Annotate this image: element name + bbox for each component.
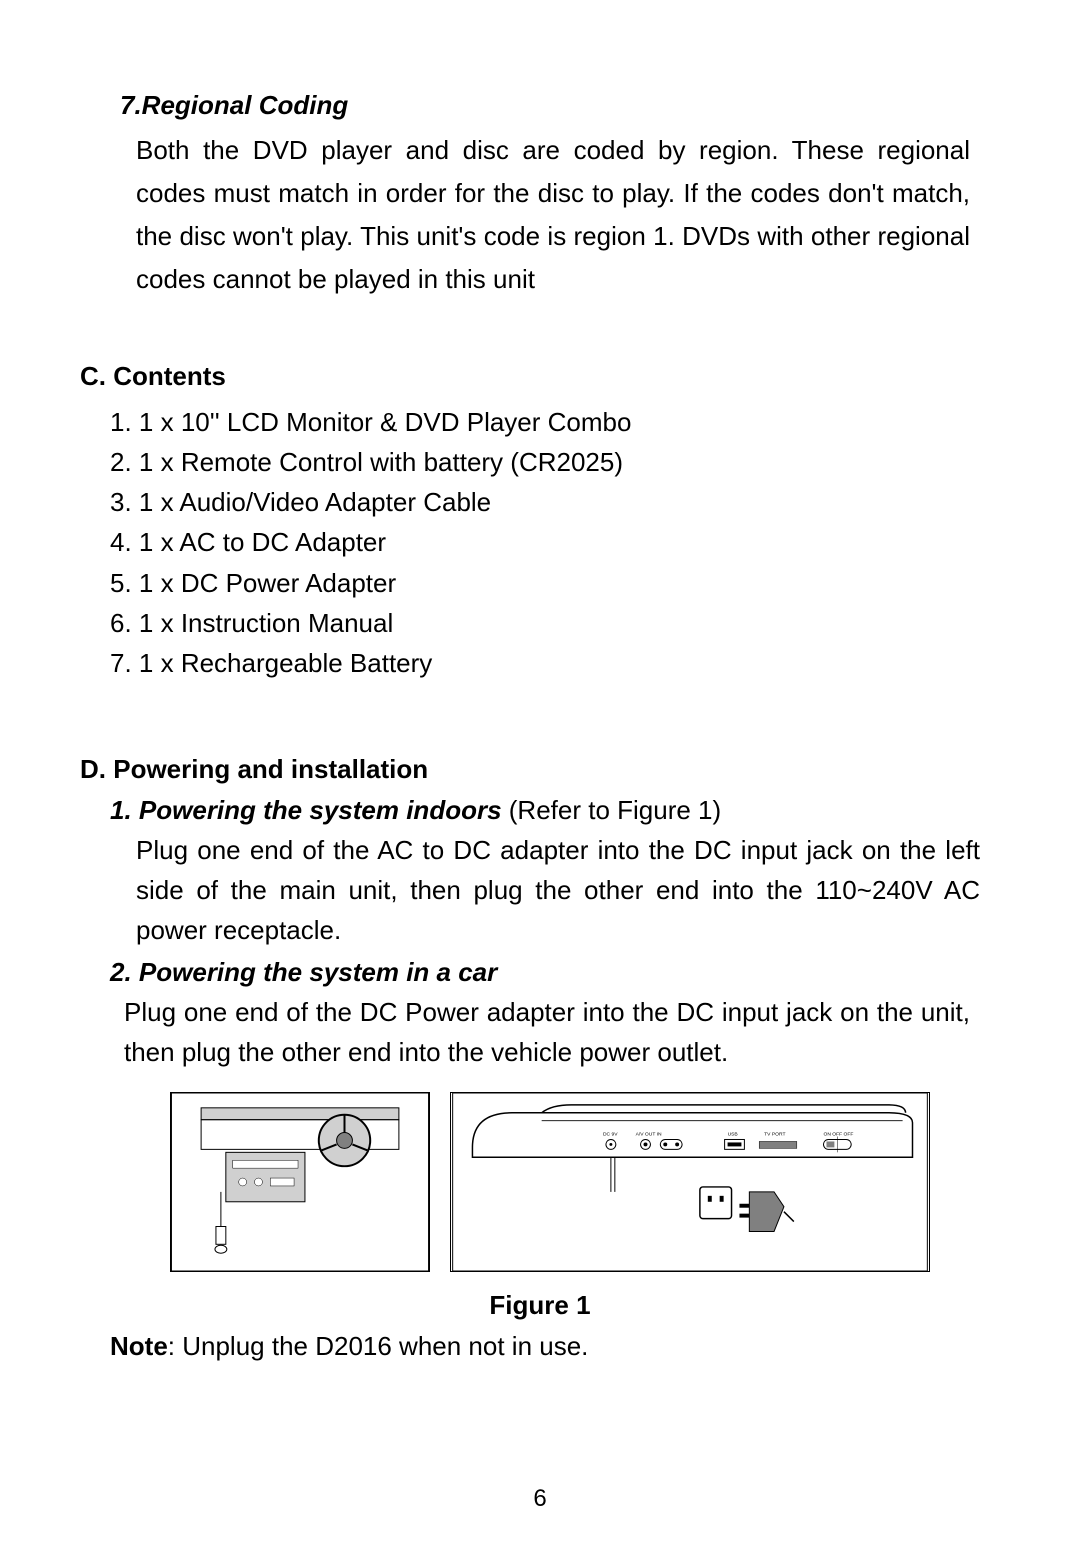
sub-1-body: Plug one end of the AC to DC adapter int… — [136, 830, 980, 951]
figure-1-label: Figure 1 — [100, 1290, 980, 1321]
sub-1-line: 1. Powering the system indoors (Refer to… — [110, 795, 980, 826]
list-item: 5. 1 x DC Power Adapter — [110, 563, 980, 603]
sub-1-heading: 1. Powering the system indoors — [110, 795, 502, 825]
section-c-heading: C. Contents — [80, 361, 980, 392]
svg-text:TV PORT: TV PORT — [764, 1132, 785, 1138]
svg-text:USB: USB — [728, 1132, 739, 1138]
list-item: 2. 1 x Remote Control with battery (CR20… — [110, 442, 980, 482]
list-item: 3. 1 x Audio/Video Adapter Cable — [110, 482, 980, 522]
sub-2-heading: 2. Powering the system in a car — [110, 957, 497, 987]
car-dashboard-illustration — [170, 1092, 430, 1272]
note-text: : Unplug the D2016 when not in use. — [168, 1331, 589, 1361]
list-item: 7. 1 x Rechargeable Battery — [110, 643, 980, 683]
dvd-player-illustration: DC 9V A/V OUT IN USB TV PORT ON OFF OFF — [450, 1092, 930, 1272]
svg-text:A/V OUT IN: A/V OUT IN — [636, 1132, 662, 1138]
sub-2-line: 2. Powering the system in a car — [110, 957, 980, 988]
note-bold: Note — [110, 1331, 168, 1361]
contents-list: 1. 1 x 10'' LCD Monitor & DVD Player Com… — [110, 402, 980, 684]
svg-text:DC 9V: DC 9V — [603, 1132, 618, 1138]
section-d-heading: D. Powering and installation — [80, 754, 980, 785]
page-number: 6 — [533, 1485, 546, 1513]
section-7-heading: 7.Regional Coding — [120, 90, 980, 121]
section-7-body: Both the DVD player and disc are coded b… — [136, 129, 970, 301]
list-item: 1. 1 x 10'' LCD Monitor & DVD Player Com… — [110, 402, 980, 442]
figure-1-container: DC 9V A/V OUT IN USB TV PORT ON OFF OFF — [120, 1092, 980, 1272]
list-item: 4. 1 x AC to DC Adapter — [110, 522, 980, 562]
sub-2-body: Plug one end of the DC Power adapter int… — [124, 992, 970, 1073]
list-item: 6. 1 x Instruction Manual — [110, 603, 980, 643]
note-line: Note: Unplug the D2016 when not in use. — [110, 1331, 980, 1362]
svg-text:ON OFF OFF: ON OFF OFF — [824, 1132, 854, 1138]
sub-1-ref: (Refer to Figure 1) — [502, 795, 722, 825]
